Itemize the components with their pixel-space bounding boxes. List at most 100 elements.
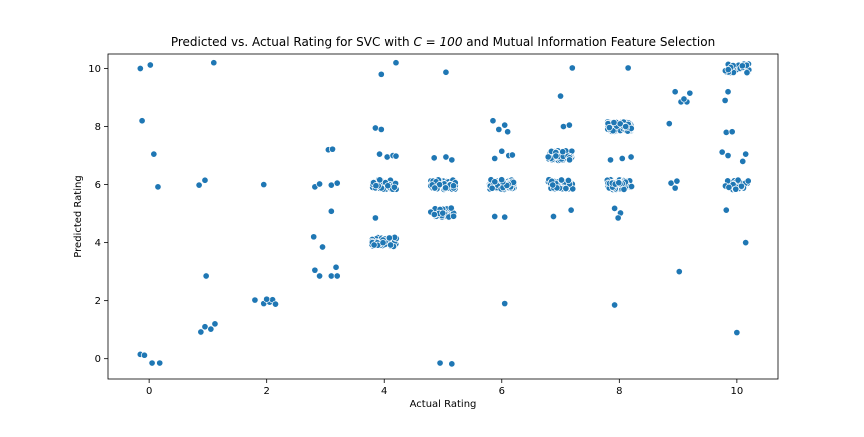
data-point — [310, 233, 318, 241]
data-point — [738, 62, 746, 70]
data-point — [376, 176, 384, 184]
data-point — [557, 176, 566, 184]
data-point — [724, 88, 732, 96]
data-point — [611, 204, 619, 212]
data-point — [251, 296, 259, 304]
data-point — [146, 61, 154, 69]
data-point — [448, 360, 456, 368]
data-point — [148, 359, 156, 367]
data-point — [622, 122, 630, 131]
x-axis-label: Actual Rating — [410, 399, 477, 410]
data-point — [431, 184, 439, 192]
data-point — [447, 204, 455, 212]
data-point — [618, 154, 626, 163]
data-point — [327, 272, 335, 280]
data-point — [197, 328, 205, 336]
plot-frame — [107, 53, 779, 380]
y-axis-ticks: 0 2 4 6 8 10 — [88, 64, 108, 365]
data-point — [501, 121, 509, 129]
data-point — [375, 150, 384, 158]
data-point — [491, 154, 499, 163]
data-point — [488, 184, 496, 192]
x-tick-label: 2 — [263, 386, 269, 397]
data-point — [377, 70, 385, 78]
data-point — [333, 272, 341, 280]
data-point — [615, 179, 623, 187]
data-point — [552, 152, 560, 160]
data-point — [724, 152, 732, 160]
data-point — [627, 153, 635, 161]
data-point — [140, 351, 148, 359]
data-point — [332, 263, 340, 271]
data-point — [501, 299, 509, 308]
data-point — [605, 124, 613, 132]
data-point — [384, 182, 392, 190]
data-point — [665, 120, 673, 128]
data-point — [383, 153, 391, 161]
data-point — [387, 241, 395, 249]
data-point — [150, 150, 158, 158]
data-point — [316, 180, 324, 188]
x-tick-label: 6 — [499, 386, 505, 397]
data-point — [379, 239, 387, 247]
data-point — [501, 213, 509, 221]
data-point — [671, 88, 679, 96]
data-point — [737, 182, 746, 190]
data-point — [739, 157, 747, 165]
chart-title: Predicted vs. Actual Rating for SVC with… — [171, 35, 715, 49]
data-point — [559, 148, 567, 156]
data-point — [156, 359, 164, 367]
data-point — [372, 182, 380, 190]
data-point — [327, 207, 335, 215]
y-tick-label: 4 — [95, 238, 101, 249]
x-tick-label: 8 — [616, 386, 622, 397]
data-point — [327, 181, 335, 189]
data-point — [318, 243, 327, 251]
data-point — [439, 209, 447, 217]
data-point — [722, 128, 730, 136]
y-tick-label: 6 — [95, 180, 101, 191]
data-point — [436, 359, 444, 367]
data-point — [371, 214, 379, 222]
data-point — [260, 181, 268, 189]
data-point — [724, 66, 732, 74]
y-tick-label: 2 — [95, 296, 101, 307]
data-point — [743, 69, 751, 77]
y-tick-label: 8 — [95, 122, 101, 133]
data-point — [606, 156, 615, 164]
data-point — [628, 182, 636, 191]
data-point — [442, 68, 450, 76]
data-point — [263, 295, 271, 303]
data-point — [491, 178, 499, 186]
data-point — [377, 125, 385, 134]
data-point — [721, 96, 729, 104]
title-math: C = 100 — [413, 35, 462, 49]
data-point — [195, 181, 203, 189]
title-suffix: and Mutual Information Feature Selection — [462, 35, 715, 49]
data-point — [435, 181, 444, 189]
data-point — [271, 300, 280, 308]
data-point — [489, 117, 497, 125]
data-point — [385, 234, 393, 242]
data-point — [508, 151, 516, 159]
data-point — [566, 156, 574, 164]
data-point — [733, 329, 741, 337]
data-point — [559, 122, 568, 131]
x-tick-label: 10 — [730, 386, 743, 397]
data-point — [442, 153, 450, 161]
data-point — [624, 64, 632, 72]
data-point — [718, 148, 726, 156]
data-point — [390, 183, 398, 191]
data-point — [202, 272, 210, 280]
data-point — [562, 184, 570, 193]
y-tick-label: 10 — [88, 64, 101, 75]
data-point — [610, 119, 618, 127]
data-point — [430, 210, 438, 219]
data-point — [316, 272, 324, 280]
data-point — [567, 206, 575, 214]
y-axis-label: Predicted Rating — [73, 175, 84, 257]
data-point — [744, 177, 752, 185]
x-tick-label: 4 — [381, 386, 387, 397]
data-point — [207, 325, 215, 333]
